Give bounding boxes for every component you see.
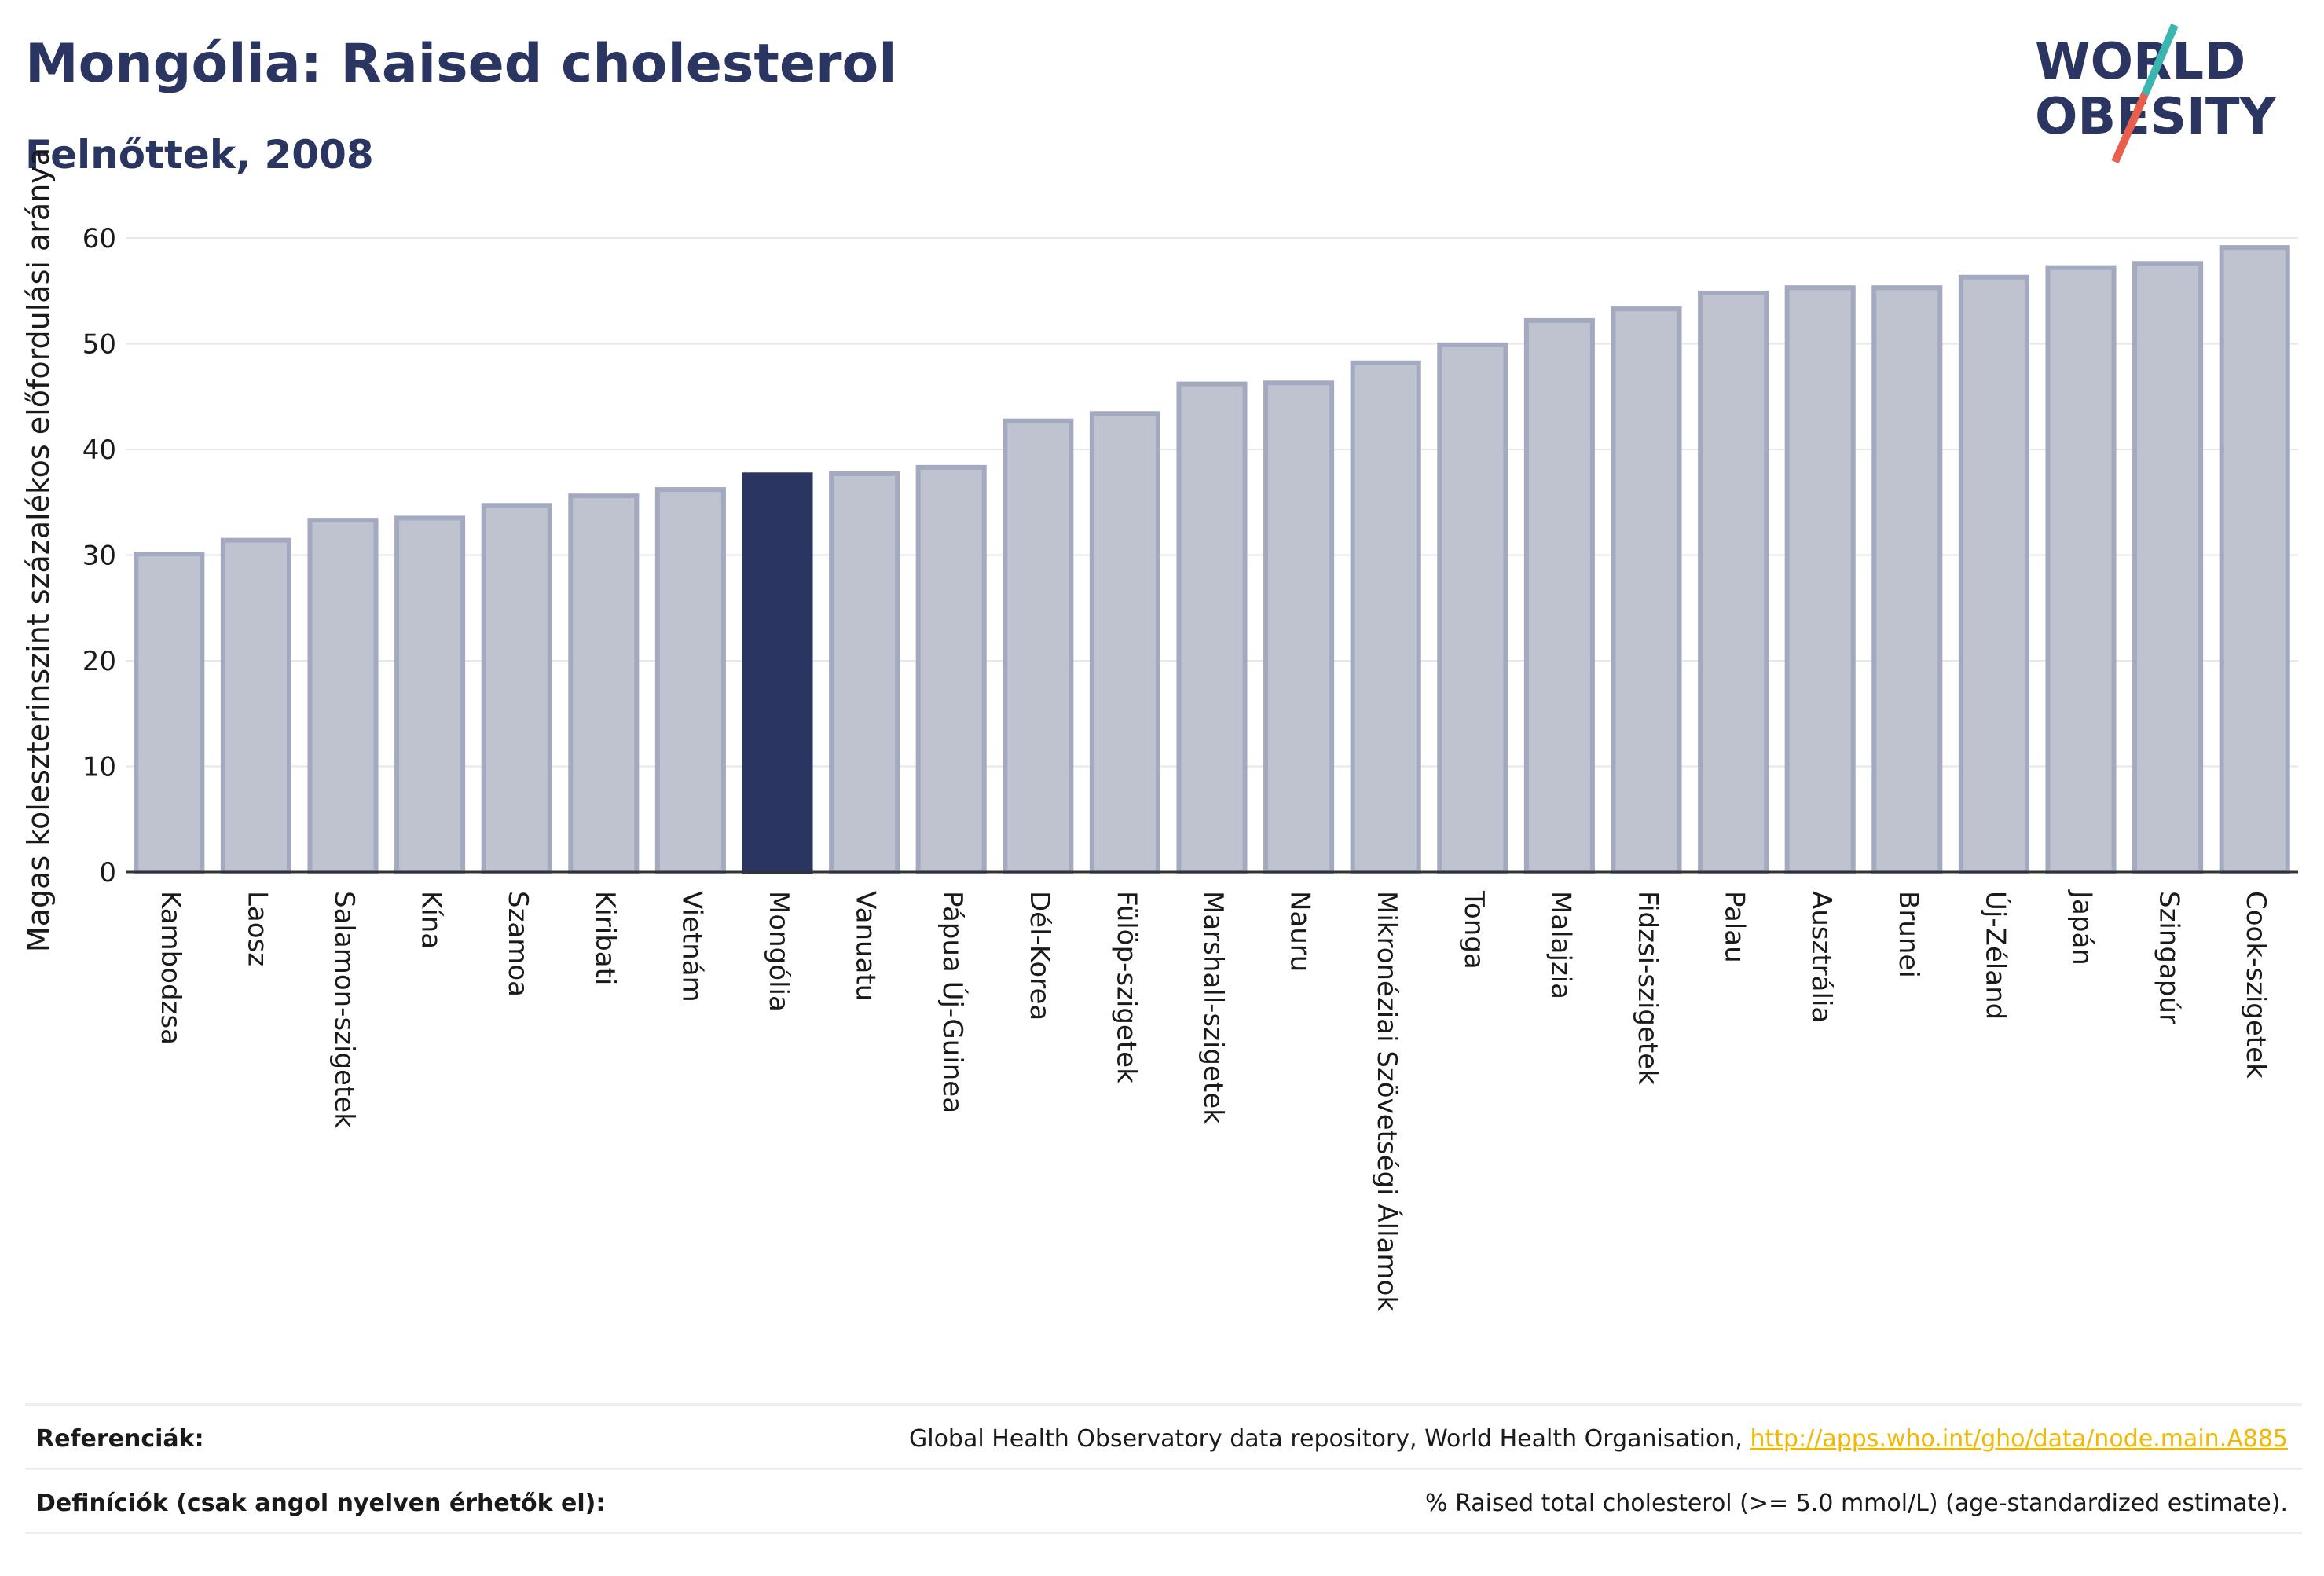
chart-title: Mongólia: Raised cholesterol [25, 33, 897, 95]
y-tick-label: 60 [82, 223, 116, 255]
y-tick-label: 40 [82, 434, 116, 466]
definitions-label: Definíciók (csak angol nyelven érhetők e… [36, 1490, 606, 1517]
x-tick-label: Nauru [1285, 891, 1316, 972]
x-tick-label: Mikronéziai Szövetségi Államok [1371, 891, 1403, 1311]
references-label: Referenciák: [36, 1425, 204, 1453]
references-link[interactable]: http://apps.who.int/gho/data/node.main.A… [1750, 1425, 2288, 1453]
bar [220, 537, 291, 874]
x-tick-label: Palau [1719, 891, 1750, 963]
x-tick-label: Pápua Új-Guinea [937, 891, 969, 1113]
bar [2132, 261, 2204, 874]
bar [1871, 285, 1943, 874]
y-tick-label: 10 [82, 752, 116, 783]
y-tick-labels: 0 10 20 30 40 50 60 [82, 223, 116, 889]
footer-divider-middle [25, 1468, 2302, 1470]
bars [134, 245, 2290, 875]
bar [2219, 245, 2290, 875]
definitions-text: % Raised total cholesterol (>= 5.0 mmol/… [1425, 1490, 2288, 1517]
x-tick-label: Fidzsi-szigetek [1632, 891, 1663, 1085]
y-tick-label: 50 [82, 329, 116, 361]
x-tick-label: Marshall-szigetek [1197, 891, 1229, 1124]
references-text: Global Health Observatory data repositor… [909, 1425, 1743, 1453]
y-tick-label: 20 [82, 646, 116, 677]
bar [1003, 418, 1074, 874]
x-tick-label: Malajzia [1545, 891, 1576, 999]
bar [1784, 285, 1856, 874]
bar [915, 464, 987, 874]
bar [1350, 360, 1421, 874]
x-tick-label: Kína [416, 891, 447, 949]
y-tick-label: 30 [82, 541, 116, 572]
bar [1089, 411, 1160, 874]
bar [829, 471, 900, 874]
bar [1611, 306, 1682, 874]
bar-highlighted [742, 472, 813, 875]
x-tick-label: Kambodzsa [155, 891, 186, 1045]
logo-text-world: WORLD [2035, 33, 2245, 91]
bar [1263, 380, 1335, 874]
bar [1437, 342, 1508, 875]
bar [134, 552, 205, 875]
x-tick-label: Szamoa [502, 891, 533, 997]
x-tick-label: Fülöp-szigetek [1110, 891, 1142, 1083]
x-tick-label: Brunei [1893, 891, 1924, 978]
bar [1176, 381, 1248, 874]
bar [2045, 265, 2117, 875]
y-tick-label: 0 [99, 857, 116, 889]
chart-subtitle: Felnőttek, 2008 [25, 132, 374, 178]
logo-text-obesity: OBESITY [2035, 88, 2276, 146]
bar [307, 518, 379, 874]
logo-slash-top [2141, 24, 2179, 96]
bar [568, 493, 640, 874]
x-tick-label: Új-Zéland [1979, 891, 2011, 1020]
x-tick-label: Szingapúr [2154, 891, 2185, 1024]
x-tick-label: Ausztrália [1805, 891, 1837, 1023]
x-tick-labels: Kambodzsa Laosz Salamon-szigetek Kína Szamoa… [155, 889, 2271, 1311]
bar [1523, 317, 1595, 875]
x-tick-label: Cook-szigetek [2240, 891, 2271, 1079]
x-tick-label: Salamon-szigetek [328, 891, 360, 1128]
x-tick-label: Tonga [1458, 890, 1490, 969]
bar [394, 515, 466, 874]
x-tick-label: Dél-Korea [1024, 891, 1055, 1021]
bar [1958, 274, 2029, 874]
references-text-block: Global Health Observatory data repositor… [909, 1425, 2288, 1453]
bar [481, 503, 552, 874]
x-tick-label: Laosz [241, 891, 273, 966]
x-tick-label: Mongólia [763, 891, 794, 1012]
x-tick-label: Japán [2066, 889, 2098, 966]
y-axis-label: Magas koleszterinszint százalékos előfor… [21, 148, 56, 952]
x-tick-label: Vanuatu [850, 891, 882, 1001]
bar [654, 487, 726, 874]
bar-chart: 0 10 20 30 40 50 60 Kambodzsa Laosz Salamon-szig… [21, 148, 2298, 1311]
bar [1698, 290, 1769, 874]
x-tick-label: Kiribati [589, 891, 621, 985]
footer-divider-top [25, 1403, 2302, 1406]
world-obesity-logo[interactable]: WORLD OBESITY [2035, 24, 2310, 165]
footer-divider-bottom [25, 1532, 2302, 1534]
x-tick-label: Vietnám [676, 891, 707, 1002]
logo-slash-bottom [2111, 92, 2149, 164]
